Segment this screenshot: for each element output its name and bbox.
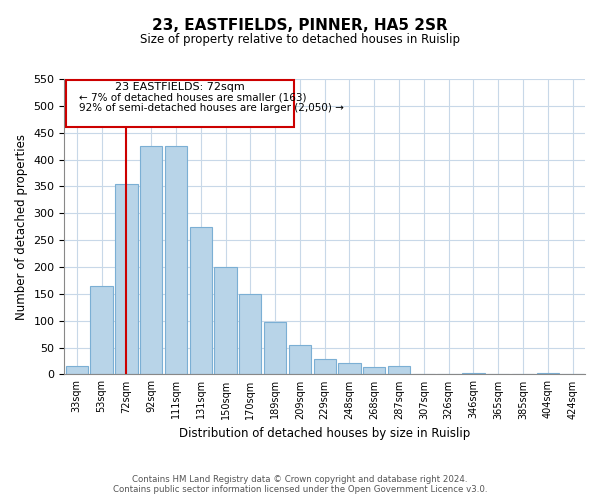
Y-axis label: Number of detached properties: Number of detached properties — [15, 134, 28, 320]
Bar — [115, 184, 137, 374]
Text: ← 7% of detached houses are smaller (163): ← 7% of detached houses are smaller (163… — [79, 93, 307, 103]
Text: Size of property relative to detached houses in Ruislip: Size of property relative to detached ho… — [140, 32, 460, 46]
Text: Contains HM Land Registry data © Crown copyright and database right 2024.
Contai: Contains HM Land Registry data © Crown c… — [113, 474, 487, 494]
Bar — [65, 366, 88, 374]
Bar — [462, 373, 485, 374]
Bar — [214, 267, 236, 374]
Bar — [338, 362, 361, 374]
Bar — [314, 360, 336, 374]
FancyBboxPatch shape — [65, 80, 294, 128]
Bar — [239, 294, 262, 374]
Bar — [140, 146, 163, 374]
Bar — [388, 366, 410, 374]
Bar — [165, 146, 187, 374]
Bar — [289, 345, 311, 374]
Bar — [363, 368, 385, 374]
Bar — [264, 322, 286, 374]
Bar — [536, 373, 559, 374]
Text: 23, EASTFIELDS, PINNER, HA5 2SR: 23, EASTFIELDS, PINNER, HA5 2SR — [152, 18, 448, 32]
X-axis label: Distribution of detached houses by size in Ruislip: Distribution of detached houses by size … — [179, 427, 470, 440]
Bar — [190, 226, 212, 374]
Text: 23 EASTFIELDS: 72sqm: 23 EASTFIELDS: 72sqm — [115, 82, 245, 92]
Bar — [91, 286, 113, 374]
Text: 92% of semi-detached houses are larger (2,050) →: 92% of semi-detached houses are larger (… — [79, 103, 344, 113]
